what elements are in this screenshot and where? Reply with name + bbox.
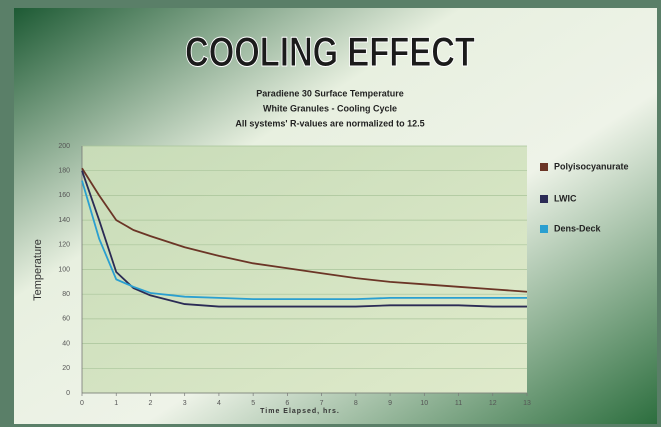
legend-swatch (540, 163, 548, 171)
x-tick-label: 8 (354, 400, 358, 407)
x-tick-label: 7 (320, 400, 324, 407)
x-tick-label: 9 (388, 400, 392, 407)
x-tick-label: 13 (523, 400, 531, 407)
legend-swatch (540, 195, 548, 203)
y-tick-label: 0 (66, 390, 70, 397)
x-axis-label: Time Elapsed, hrs. (260, 408, 340, 415)
y-axis-label: Temperature (32, 239, 44, 301)
legend-label: LWIC (554, 193, 577, 203)
legend-label: Polyisocyanurate (554, 161, 629, 171)
y-tick-label: 140 (58, 217, 70, 224)
y-tick-label: 20 (62, 365, 70, 372)
subtitle: Paradiene 30 Surface Temperature (256, 88, 403, 98)
legend-swatch (540, 225, 548, 233)
x-tick-label: 11 (455, 400, 462, 407)
x-tick-label: 4 (217, 400, 221, 407)
y-tick-label: 80 (62, 291, 70, 298)
subtitle: All systems' R-values are normalized to … (235, 118, 424, 128)
y-tick-label: 100 (58, 266, 70, 273)
y-tick-label: 120 (58, 242, 70, 249)
x-tick-label: 12 (489, 400, 497, 407)
series-line (81, 170, 527, 308)
series-line (81, 167, 528, 293)
y-tick-label: 180 (58, 168, 70, 175)
x-tick-label: 5 (251, 400, 255, 407)
x-tick-label: 3 (183, 400, 187, 407)
y-tick-label: 200 (58, 143, 70, 150)
chart-title: COOLING EFFECT (185, 28, 475, 75)
x-tick-label: 2 (149, 400, 153, 407)
series-line (81, 180, 527, 301)
subtitle: White Granules - Cooling Cycle (263, 103, 397, 113)
x-tick-label: 1 (114, 400, 118, 407)
y-tick-label: 160 (58, 192, 70, 199)
y-tick-label: 40 (62, 340, 70, 347)
legend-label: Dens-Deck (554, 223, 602, 233)
x-tick-label: 0 (80, 400, 84, 407)
x-tick-label: 10 (420, 400, 428, 407)
x-tick-label: 6 (285, 400, 289, 407)
y-tick-label: 60 (62, 316, 70, 323)
